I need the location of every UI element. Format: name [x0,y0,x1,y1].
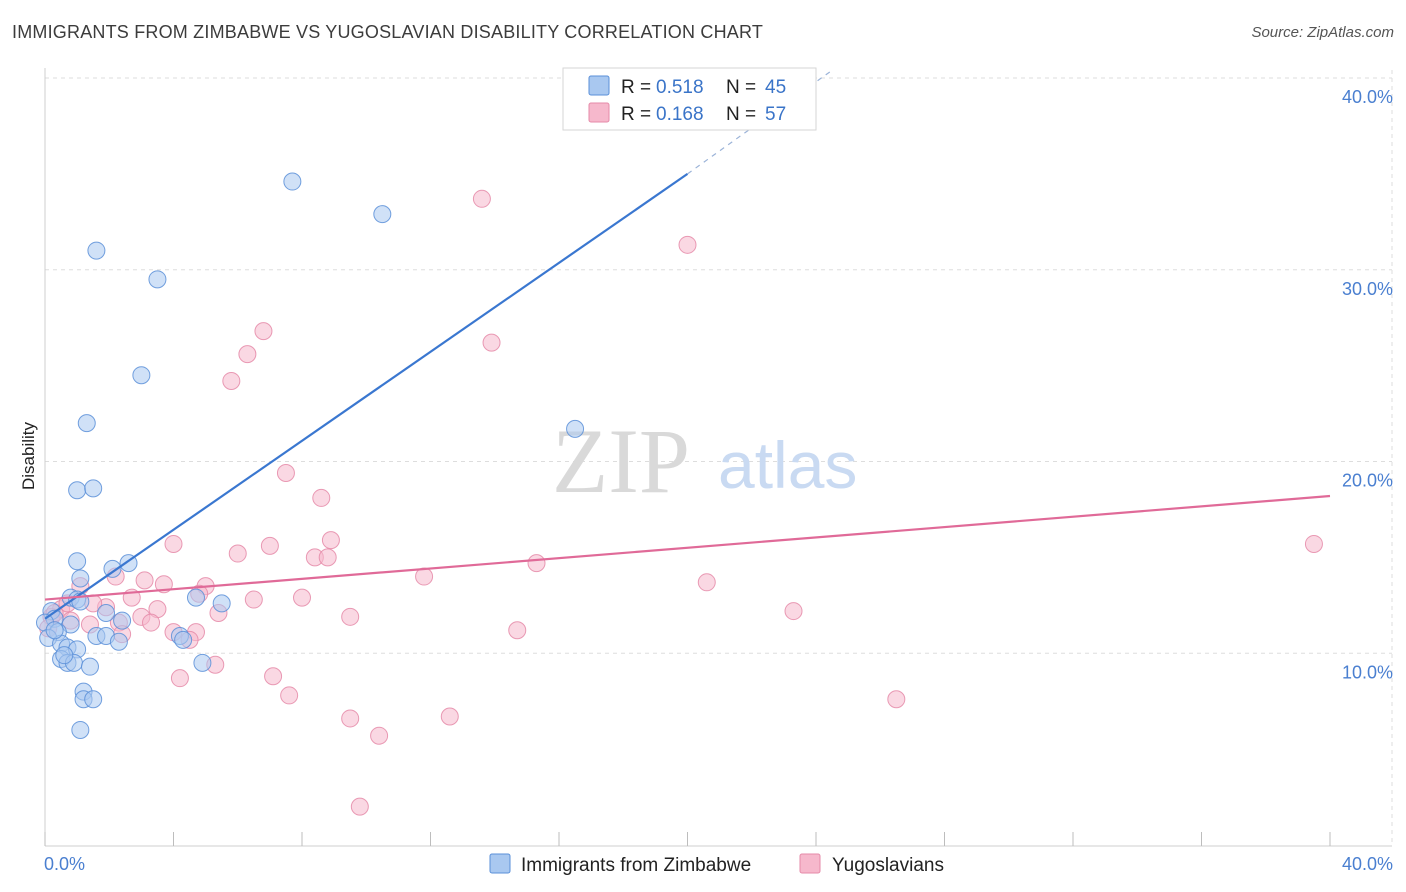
zimbabwe-point [77,414,96,433]
legend-n-label-zimbabwe: N = [726,77,756,98]
yugoslavian-point [887,690,906,709]
legend-n-label-yugoslavian: N = [726,104,756,125]
yugoslavian-point [164,534,183,553]
bottom-legend-swatch-zimbabwe [489,853,511,874]
zimbabwe-point [113,611,132,630]
legend-r-value-zimbabwe: 0.518 [656,77,704,98]
yugoslavian-point [472,189,491,208]
trend-layer [44,69,1331,620]
yugoslavian-point [170,669,189,688]
legend-n-value-zimbabwe: 45 [765,77,786,98]
top-legend: R = 0.518 N = 45 R = 0.168 N = 57 [562,67,817,131]
zimbabwe-point [84,690,103,709]
legend-swatch-zimbabwe [588,75,610,96]
x-tick-label-max: 40.0% [1342,854,1393,874]
yugoslavian-point [238,345,257,364]
yugoslavian-point [350,797,369,816]
zimbabwe-point [71,720,90,739]
zimbabwe-point [174,630,193,649]
zimbabwe-point [87,241,106,260]
yugoslavian-point [276,464,295,483]
zimbabwe-point [68,481,87,500]
zimbabwe-point [109,632,128,651]
bottom-legend-label-yugoslavian: Yugoslavians [832,855,944,876]
yugoslavian-trendline [44,494,1331,601]
yugoslavian-point [264,667,283,686]
yugoslavian-point [280,686,299,705]
yugoslavian-point [415,567,434,586]
zimbabwe-point [148,270,167,289]
yugoslavian-point [482,333,501,352]
yugoslavian-point [260,536,279,555]
yugoslavian-point [228,544,247,563]
zimbabwe-point [55,646,74,665]
yugoslavian-point [440,707,459,726]
yugoslavian-point [321,531,340,550]
legend-swatch-yugoslavian [588,102,610,123]
y-tick-label: 20.0% [1342,471,1393,491]
yugoslavian-point [154,575,173,594]
yugoslavian-point [697,573,716,592]
yugoslavian-point [341,709,360,728]
zimbabwe-point [283,172,302,191]
yugoslavian-point [370,726,389,745]
zimbabwe-point [193,653,212,672]
yugoslavian-point [135,571,154,590]
axes-layer: 10.0% 20.0% 30.0% 40.0% 0.0% 40.0% [44,68,1393,874]
yugoslavian-point [784,602,803,621]
zimbabwe-point [186,588,205,607]
yugoslavian-point [312,488,331,507]
watermark: ZIP atlas [552,410,857,512]
x-tick-label-min: 0.0% [44,854,85,874]
yugoslavian-point [1304,534,1323,553]
legend-n-value-yugoslavian: 57 [765,104,786,125]
chart-source: Source: ZipAtlas.com [1251,24,1394,41]
zimbabwe-point [97,603,116,622]
legend-r-label-zimbabwe: R = [621,77,651,98]
y-tick-label: 30.0% [1342,279,1393,299]
bottom-legend-swatch-yugoslavian [799,853,821,874]
y-axis-label: Disability [19,421,38,490]
zimbabwe-point [132,366,151,385]
points-layer [36,172,1323,816]
zimbabwe-point [103,559,122,578]
yugoslavian-point [527,554,546,573]
zimbabwe-point [68,552,87,571]
zimbabwe-point [71,569,90,588]
yugoslavian-point [254,322,273,341]
chart-title: IMMIGRANTS FROM ZIMBABWE VS YUGOSLAVIAN … [12,22,764,42]
zimbabwe-point [373,205,392,224]
yugoslavian-point [244,590,263,609]
yugoslavian-point [293,588,311,607]
yugoslavian-point [508,621,527,640]
zimbabwe-point [566,419,585,438]
y-tick-label: 40.0% [1342,87,1393,107]
yugoslavian-point [318,548,337,567]
zimbabwe-point [212,594,231,613]
zimbabwe-trendline [44,172,689,620]
zimbabwe-point [84,479,103,498]
bottom-legend: Immigrants from Zimbabwe Yugoslavians [489,853,944,876]
zimbabwe-point [45,621,64,640]
legend-r-value-yugoslavian: 0.168 [656,104,704,125]
yugoslavian-point [341,607,360,626]
legend-r-label-yugoslavian: R = [621,104,651,125]
bottom-legend-label-zimbabwe: Immigrants from Zimbabwe [521,855,751,876]
y-tick-label: 10.0% [1342,662,1393,682]
zimbabwe-point [80,657,99,676]
yugoslavian-point [142,613,161,632]
watermark-atlas: atlas [718,428,857,502]
grid-layer [45,70,1393,845]
yugoslavian-point [678,235,697,254]
yugoslavian-point [222,371,241,390]
